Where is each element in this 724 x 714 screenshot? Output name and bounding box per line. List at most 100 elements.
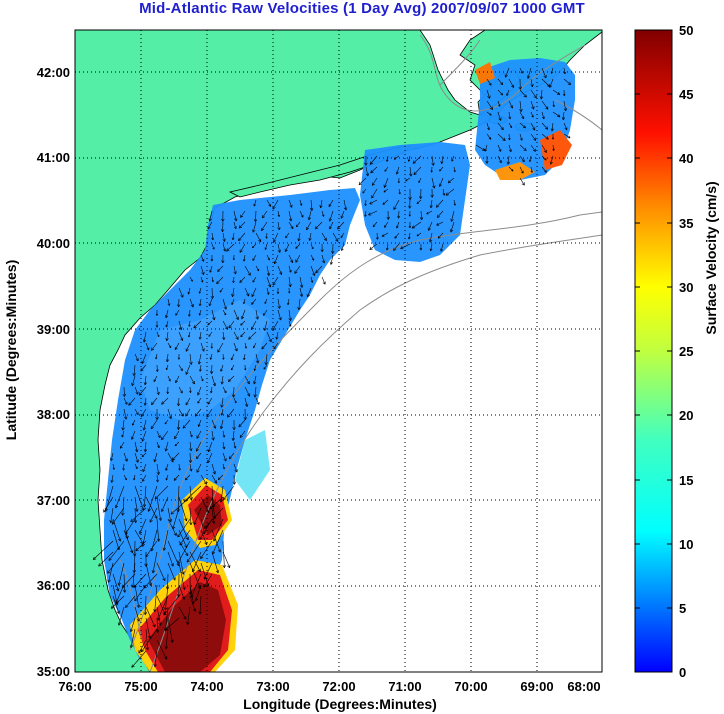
velocity-arrow-head [228, 378, 230, 382]
velocity-arrow [188, 320, 191, 327]
velocity-arrow-head [168, 416, 172, 420]
velocity-arrow-head [157, 446, 160, 449]
velocity-arrow [233, 397, 237, 404]
velocity-arrow [209, 210, 213, 222]
velocity-arrow [189, 485, 192, 501]
velocity-arrow [266, 199, 272, 207]
velocity-arrow-head [485, 161, 488, 164]
velocity-arrow-head [337, 227, 341, 230]
velocity-arrow-head [98, 563, 100, 567]
velocity-arrow [112, 595, 120, 614]
velocity-arrow-head [236, 218, 238, 222]
velocity-arrow [265, 353, 268, 365]
velocity-arrow-head [530, 84, 533, 88]
velocity-arrow-head [185, 479, 188, 481]
velocity-arrow-head [130, 645, 134, 649]
velocity-arrow-head [277, 227, 280, 231]
velocity-arrow-head [156, 479, 158, 483]
velocity-arrow-head [203, 585, 207, 588]
velocity-arrow-head [384, 185, 387, 188]
velocity-arrow-head [124, 393, 127, 397]
velocity-arrow [182, 419, 191, 429]
velocity-arrow-head [432, 185, 435, 189]
velocity-arrow-head [558, 114, 561, 118]
velocity-arrow-head [184, 586, 186, 590]
velocity-arrow-head [552, 137, 555, 140]
velocity-arrow-head [156, 392, 159, 395]
velocity-arrow [233, 474, 235, 485]
velocity-arrow-head [332, 250, 335, 254]
velocity-arrow-head [122, 468, 124, 471]
velocity-arrow [206, 408, 213, 418]
velocity-arrow [315, 265, 323, 274]
velocity-arrow-head [180, 414, 184, 417]
velocity-arrow-head [177, 509, 180, 513]
velocity-arrow [255, 265, 260, 272]
velocity-arrow-head [268, 339, 272, 343]
velocity-arrow-head [268, 204, 271, 207]
velocity-arrow-head [192, 569, 196, 573]
velocity-arrow-head [181, 571, 184, 575]
velocity-arrow-head [220, 413, 222, 416]
velocity-arrow-head [222, 565, 225, 568]
velocity-arrow-head [440, 248, 442, 252]
velocity-arrow [393, 199, 400, 210]
velocity-arrow [272, 276, 279, 286]
velocity-arrow-head [190, 522, 193, 526]
velocity-arrow [138, 386, 147, 396]
velocity-arrow-head [248, 338, 252, 340]
velocity-arrow [551, 122, 554, 132]
velocity-arrow [519, 155, 525, 162]
velocity-arrow-head [519, 138, 523, 141]
velocity-arrow-head [217, 570, 220, 574]
velocity-arrow [307, 287, 312, 298]
velocity-arrow [207, 452, 213, 464]
velocity-arrow-head [141, 650, 145, 653]
velocity-arrow [193, 320, 202, 329]
velocity-arrow [145, 562, 152, 586]
velocity-arrow-head [545, 158, 547, 161]
velocity-arrow-head [289, 291, 291, 294]
velocity-arrow [196, 452, 202, 459]
velocity-arrow [299, 276, 303, 288]
velocity-arrow [321, 254, 325, 264]
velocity-arrow [161, 496, 169, 512]
velocity-arrow-head [190, 304, 194, 308]
velocity-arrow-head [527, 76, 531, 79]
velocity-arrow-head [252, 259, 255, 261]
velocity-arrow [222, 463, 225, 470]
velocity-arrow-head [398, 181, 400, 184]
velocity-arrow [125, 595, 136, 608]
velocity-arrow-head [551, 71, 554, 74]
velocity-arrow-head [207, 227, 211, 230]
velocity-arrow [381, 232, 389, 237]
velocity-arrow-head [242, 259, 245, 262]
velocity-arrow [337, 221, 345, 230]
velocity-arrow-head [144, 382, 148, 386]
velocity-arrow-head [136, 605, 140, 608]
velocity-arrow-head [431, 170, 433, 173]
y-tick-label: 37:00 [37, 493, 70, 508]
velocity-arrow [497, 89, 503, 96]
velocity-arrow [178, 419, 180, 430]
velocity-arrow-head [525, 94, 527, 98]
velocity-arrow-head [122, 427, 125, 431]
velocity-arrow-head [195, 414, 199, 417]
velocity-arrow-head [252, 229, 254, 233]
velocity-arrow-head [220, 499, 223, 503]
colorbar [634, 29, 673, 673]
velocity-arrow [436, 199, 444, 208]
velocity-arrow-head [190, 435, 193, 438]
velocity-arrow-head [565, 107, 567, 111]
velocity-arrow-head [199, 369, 202, 372]
velocity-arrow [200, 276, 203, 283]
velocity-arrow-head [161, 509, 165, 512]
velocity-arrow [233, 276, 235, 283]
velocity-arrow [221, 375, 224, 385]
velocity-arrow-head [238, 423, 240, 428]
velocity-arrow [142, 430, 147, 442]
velocity-arrow-head [255, 219, 258, 223]
velocity-arrow-head [109, 519, 111, 524]
velocity-arrow-head [130, 518, 132, 522]
velocity-arrow [143, 419, 147, 431]
